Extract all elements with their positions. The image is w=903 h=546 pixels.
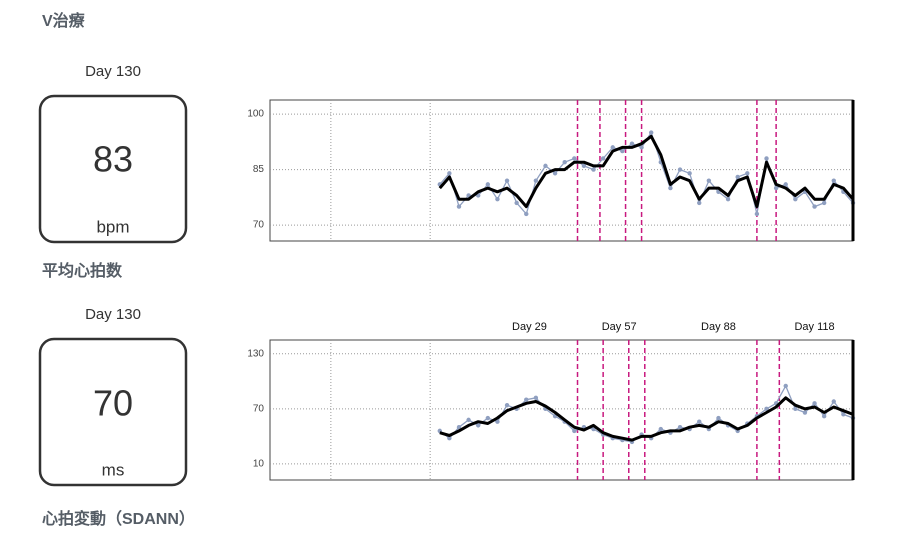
data-point — [793, 406, 798, 412]
data-point — [504, 402, 510, 408]
data-point — [783, 383, 788, 389]
data-point — [524, 397, 529, 402]
data-point — [745, 171, 750, 176]
data-point — [533, 395, 539, 401]
data-point — [821, 200, 827, 206]
panel-unit: ms — [102, 460, 125, 479]
data-point — [495, 196, 500, 202]
annotation: Day 118 — [794, 321, 834, 333]
y-tick-label: 100 — [247, 109, 264, 120]
data-point — [504, 178, 510, 183]
data-point — [812, 204, 817, 209]
data-point — [562, 159, 567, 165]
data-point — [456, 425, 462, 430]
annotation: Day 88 — [701, 321, 736, 333]
data-point — [552, 171, 558, 176]
data-point — [841, 412, 846, 417]
y-tick-label: 70 — [253, 403, 265, 414]
data-point — [533, 178, 539, 183]
data-point — [485, 415, 491, 421]
data-point — [610, 145, 615, 150]
caption: 心拍変動（SDANN） — [42, 509, 195, 528]
panel-unit: bpm — [96, 217, 129, 236]
data-point — [812, 401, 817, 406]
data-point — [821, 413, 827, 419]
data-point — [831, 399, 836, 404]
data-point — [668, 185, 673, 191]
series-line — [438, 134, 855, 209]
data-point — [456, 204, 462, 209]
data-point — [677, 167, 683, 172]
y-tick-label: 130 — [247, 348, 264, 359]
y-tick-label: 70 — [253, 220, 265, 231]
data-point — [716, 415, 721, 421]
caption: 平均心拍数 — [42, 261, 123, 280]
data-point — [514, 200, 519, 206]
panel-value: 83 — [93, 139, 133, 180]
data-point — [476, 423, 481, 428]
data-point — [572, 156, 577, 161]
value-box — [38, 94, 188, 244]
data-point — [639, 145, 644, 150]
data-point — [572, 428, 577, 434]
data-point — [697, 419, 702, 424]
panel-day: Day 130 — [85, 306, 141, 323]
annotation: Day 29 — [512, 321, 547, 333]
data-point — [447, 436, 452, 441]
heading: V治療 — [42, 11, 86, 30]
data-point — [600, 156, 606, 161]
data-point — [783, 182, 788, 187]
data-point — [581, 163, 587, 169]
data-point — [543, 163, 548, 169]
data-point — [677, 425, 683, 430]
data-point — [687, 171, 692, 176]
data-point — [802, 410, 808, 415]
data-point — [495, 419, 500, 424]
data-point — [658, 426, 664, 432]
data-point — [524, 211, 529, 217]
data-point — [591, 167, 596, 172]
panel-value: 70 — [93, 383, 133, 424]
value-box — [38, 337, 188, 487]
plot-frame — [269, 339, 854, 481]
data-point — [466, 417, 471, 423]
data-point — [831, 178, 836, 183]
data-point — [773, 185, 779, 191]
data-point — [447, 171, 452, 176]
annotation: Day 57 — [602, 321, 637, 333]
data-point — [620, 148, 625, 154]
data-point — [648, 130, 654, 135]
data-point — [735, 174, 740, 180]
data-point — [754, 211, 760, 217]
y-tick-label: 10 — [253, 459, 265, 470]
data-point — [706, 178, 712, 183]
data-point — [485, 182, 491, 187]
panel-day: Day 130 — [85, 63, 141, 80]
y-tick-label: 85 — [253, 164, 265, 175]
data-point — [629, 141, 635, 146]
data-point — [697, 200, 702, 206]
series-line — [439, 396, 854, 442]
data-point — [764, 406, 769, 412]
data-point — [725, 196, 731, 202]
data-point — [793, 196, 798, 202]
data-point — [764, 156, 769, 161]
